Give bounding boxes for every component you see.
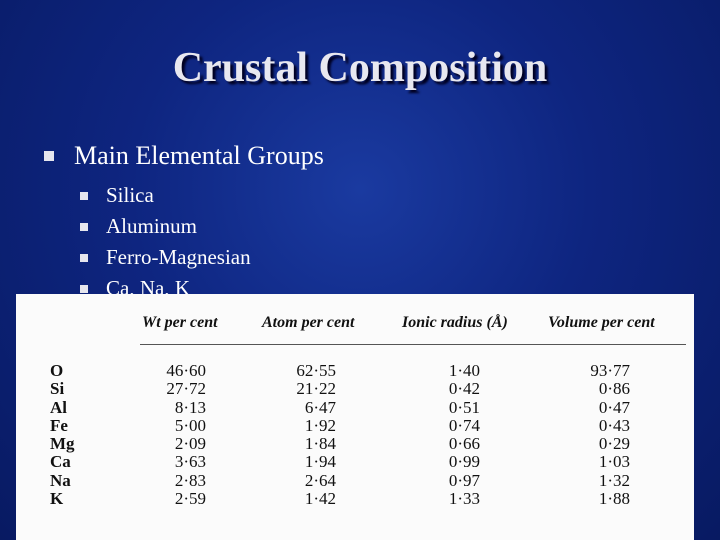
table-cell: 21·22 — [296, 379, 336, 399]
table-cell: 0·86 — [598, 379, 630, 399]
element-symbol: Fe — [50, 415, 68, 435]
element-symbol: Mg — [50, 434, 75, 454]
sub-bullet-silica: Silica — [80, 180, 324, 211]
main-bullet: Main Elemental Groups — [44, 140, 324, 172]
table-cell: 1·32 — [598, 470, 630, 490]
element-column: O Si Al Fe Mg Ca Na K — [50, 361, 75, 509]
sub-bullet-aluminum: Aluminum — [80, 211, 324, 242]
element-symbol: Na — [50, 470, 71, 490]
element-symbol: Al — [50, 397, 67, 417]
table-cell: 2·09 — [174, 434, 206, 454]
table-cell: 8·13 — [174, 397, 206, 417]
square-bullet-icon — [44, 151, 54, 161]
header-rule — [140, 344, 686, 345]
table-cell: 46·60 — [166, 361, 206, 380]
table-cell: 1·40 — [448, 361, 480, 380]
table-cell: 2·83 — [174, 470, 206, 490]
table-cell: 0·66 — [448, 434, 480, 454]
table-cell: 2·64 — [304, 470, 336, 490]
table-cell: 93·77 — [590, 361, 630, 380]
table-cell: 0·99 — [448, 452, 480, 472]
composition-table: Wt per cent Atom per cent Ionic radius (… — [16, 294, 694, 540]
element-symbol: Ca — [50, 452, 71, 472]
table-cell: 2·59 — [174, 489, 206, 509]
header-atom-per-cent: Atom per cent — [262, 314, 355, 331]
element-symbol: O — [50, 361, 64, 380]
square-bullet-icon — [80, 191, 88, 200]
volume-per-cent-column: 93·77 0·86 0·47 0·43 0·29 1·03 1·32 1·88 — [578, 361, 630, 509]
table-cell: 1·33 — [448, 489, 480, 509]
table-cell: 6·47 — [304, 397, 336, 417]
square-bullet-icon — [80, 222, 88, 231]
table-cell: 5·00 — [174, 415, 206, 435]
table-cell: 1·92 — [304, 415, 336, 435]
table-cell: 1·42 — [304, 489, 336, 509]
table-cell: 0·97 — [448, 470, 480, 490]
square-bullet-icon — [80, 253, 88, 262]
table-cell: 0·43 — [598, 415, 630, 435]
table-cell: 0·29 — [598, 434, 630, 454]
table-cell: 3·63 — [174, 452, 206, 472]
slide-title: Crustal Composition — [172, 45, 548, 91]
table-cell: 1·88 — [598, 489, 630, 509]
main-bullet-text: Main Elemental Groups — [74, 141, 324, 170]
ionic-radius-column: 1·40 0·42 0·51 0·74 0·66 0·99 0·97 1·33 — [430, 361, 480, 509]
element-symbol: Si — [50, 379, 65, 399]
table-cell: 1·03 — [598, 452, 630, 472]
table-cell: 1·84 — [304, 434, 336, 454]
table-cell: 1·94 — [304, 452, 336, 472]
sub-bullet-ferro-magnesian: Ferro-Magnesian — [80, 242, 324, 273]
header-volume-per-cent: Volume per cent — [548, 314, 655, 331]
header-ionic-radius: Ionic radius (Å) — [402, 314, 508, 331]
table-cell: 0·42 — [448, 379, 480, 399]
sub-bullet-text: Silica — [106, 183, 154, 207]
table-cell: 27·72 — [166, 379, 206, 399]
sub-bullet-list: Silica Aluminum Ferro-Magnesian Ca, Na, … — [80, 180, 324, 304]
table-cell: 0·74 — [448, 415, 480, 435]
table-cell: 0·47 — [598, 397, 630, 417]
table-cell: 62·55 — [296, 361, 336, 380]
element-symbol: K — [50, 489, 64, 509]
header-wt-per-cent: Wt per cent — [142, 314, 218, 331]
square-bullet-icon — [80, 284, 88, 293]
sub-bullet-text: Aluminum — [106, 214, 198, 238]
sub-bullet-text: Ferro-Magnesian — [106, 245, 251, 269]
atom-per-cent-column: 62·55 21·22 6·47 1·92 1·84 1·94 2·64 1·4… — [286, 361, 336, 509]
bullet-list: Main Elemental Groups Silica Aluminum Fe… — [44, 140, 324, 304]
wt-per-cent-column: 46·60 27·72 8·13 5·00 2·09 3·63 2·83 2·5… — [156, 361, 206, 509]
table-cell: 0·51 — [448, 397, 480, 417]
